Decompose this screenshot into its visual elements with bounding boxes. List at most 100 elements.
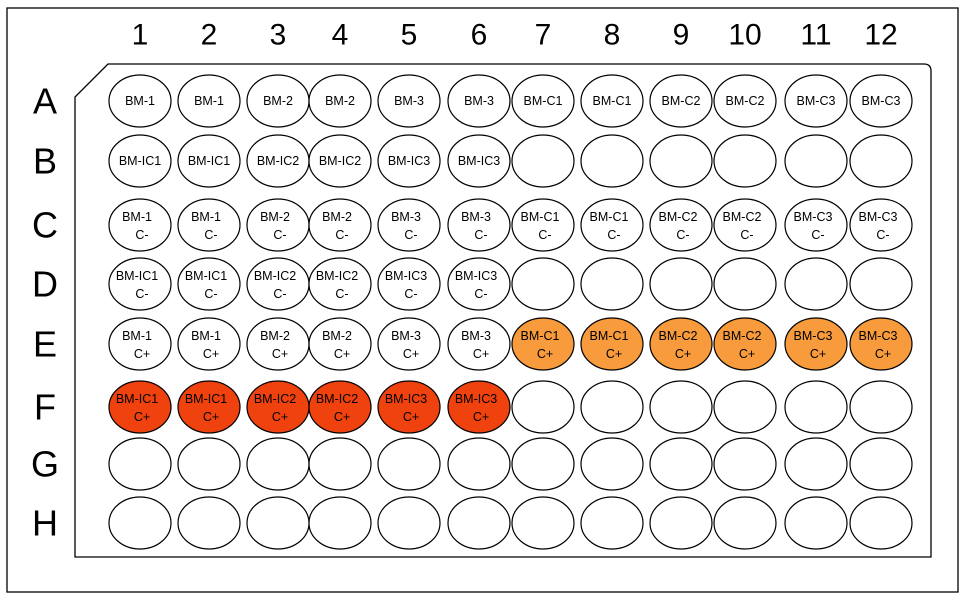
row-label-H: H [32, 503, 58, 544]
well-condition-E3: C+ [272, 347, 288, 361]
well-G2 [177, 437, 241, 491]
well-B3: BM-IC2 [246, 134, 310, 188]
well-E11: BM-C3 C+ [784, 317, 848, 371]
well-condition-F2: C+ [203, 410, 219, 424]
column-label-11: 11 [800, 19, 831, 52]
well-label-D4: BM-IC2 [316, 269, 358, 283]
well-condition-E9: C+ [675, 347, 691, 361]
well-label-D1: BM-IC1 [116, 269, 158, 283]
well-E8: BM-C1 C+ [580, 317, 644, 371]
well-C2: BM-1 C- [177, 198, 241, 252]
well-C8: BM-C1 C- [580, 198, 644, 252]
well-circle-A1 [108, 74, 172, 128]
well-circle-E3 [246, 317, 310, 371]
well-B7 [511, 134, 575, 188]
well-circle-C3 [246, 198, 310, 252]
well-condition-E2: C+ [203, 347, 219, 361]
well-G10 [713, 437, 777, 491]
well-circle-D10 [713, 257, 777, 311]
well-E6: BM-3 C+ [447, 317, 511, 371]
well-circle-B10 [713, 134, 777, 188]
well-condition-E4: C+ [334, 347, 350, 361]
well-B8 [580, 134, 644, 188]
well-condition-F6: C+ [473, 410, 489, 424]
well-G7 [511, 437, 575, 491]
well-circle-B7 [511, 134, 575, 188]
well-label-C9: BM-C2 [659, 210, 698, 224]
well-C7: BM-C1 C- [511, 198, 575, 252]
well-circle-F3 [246, 380, 310, 434]
well-D9 [649, 257, 713, 311]
well-label-B3: BM-IC2 [257, 154, 299, 168]
well-F3: BM-IC2 C+ [246, 380, 310, 434]
well-label-C2: BM-1 [191, 210, 221, 224]
well-condition-F1: C+ [134, 410, 150, 424]
well-circle-F4 [308, 380, 372, 434]
well-label-F5: BM-IC3 [385, 392, 427, 406]
well-condition-F3: C+ [272, 410, 288, 424]
well-D7 [511, 257, 575, 311]
well-circle-A4 [308, 74, 372, 128]
well-circle-B2 [177, 134, 241, 188]
well-label-C4: BM-2 [322, 210, 352, 224]
well-label-A2: BM-1 [194, 94, 224, 108]
well-A5: BM-3 [377, 74, 441, 128]
well-B4: BM-IC2 [308, 134, 372, 188]
well-label-C6: BM-3 [461, 210, 491, 224]
row-label-G: G [31, 444, 59, 485]
well-condition-C9: C- [676, 228, 689, 242]
column-label-6: 6 [471, 19, 488, 52]
column-labels: 1 2 3 4 5 6 7 8 9 10 11 12 [132, 19, 898, 52]
well-F4: BM-IC2 C+ [308, 380, 372, 434]
well-circle-D8 [580, 257, 644, 311]
well-label-B4: BM-IC2 [319, 154, 361, 168]
well-label-D6: BM-IC3 [455, 269, 497, 283]
well-circle-H6 [447, 496, 511, 550]
well-H9 [649, 496, 713, 550]
well-F7 [511, 380, 575, 434]
well-condition-C3: C- [273, 228, 286, 242]
well-circle-F11 [784, 380, 848, 434]
column-label-2: 2 [201, 19, 218, 52]
well-label-F6: BM-IC3 [455, 392, 497, 406]
well-circle-F2 [177, 380, 241, 434]
well-grid: BM-1 BM-1 BM-2 BM-2 BM-3 BM-3 BM-C1 BM-C1 BM-C2 B… [108, 74, 913, 550]
well-circle-H8 [580, 496, 644, 550]
well-E1: BM-1 C+ [108, 317, 172, 371]
well-E2: BM-1 C+ [177, 317, 241, 371]
well-circle-A8 [580, 74, 644, 128]
well-G3 [246, 437, 310, 491]
well-E9: BM-C2 C+ [649, 317, 713, 371]
well-circle-F9 [649, 380, 713, 434]
well-circle-G5 [377, 437, 441, 491]
well-circle-B1 [108, 134, 172, 188]
well-G11 [784, 437, 848, 491]
well-circle-D2 [177, 257, 241, 311]
well-circle-E2 [177, 317, 241, 371]
well-D3: BM-IC2 C- [246, 257, 310, 311]
well-D1: BM-IC1 C- [108, 257, 172, 311]
well-C5: BM-3 C- [377, 198, 441, 252]
well-circle-G7 [511, 437, 575, 491]
well-label-E7: BM-C1 [521, 329, 560, 343]
well-circle-C11 [784, 198, 848, 252]
well-label-A11: BM-C3 [797, 94, 836, 108]
well-label-A8: BM-C1 [593, 94, 632, 108]
well-A3: BM-2 [246, 74, 310, 128]
well-condition-E12: C+ [875, 347, 891, 361]
well-D2: BM-IC1 C- [177, 257, 241, 311]
well-label-E6: BM-3 [461, 329, 491, 343]
well-F9 [649, 380, 713, 434]
well-condition-C2: C- [204, 228, 217, 242]
well-circle-A12 [849, 74, 913, 128]
well-H11 [784, 496, 848, 550]
well-condition-D6: C- [474, 287, 487, 301]
well-label-E10: BM-C2 [723, 329, 762, 343]
well-circle-E6 [447, 317, 511, 371]
well-circle-D12 [849, 257, 913, 311]
well-label-E5: BM-3 [391, 329, 421, 343]
well-circle-G3 [246, 437, 310, 491]
well-label-C8: BM-C1 [590, 210, 629, 224]
well-circle-A9 [649, 74, 713, 128]
well-C12: BM-C3 C- [849, 198, 913, 252]
